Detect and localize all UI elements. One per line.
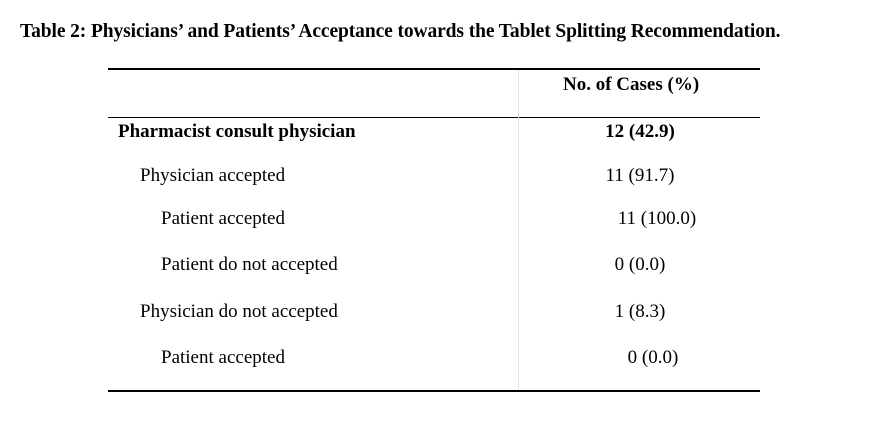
row-value-physician-accepted: 11 (91.7) [605,165,675,186]
table-top-rule [108,68,760,70]
table-caption: Table 2: Physicians’ and Patients’ Accep… [20,21,781,42]
row-value-patient-accepted-2: 0 (0.0) [627,347,679,368]
table-header-rule [108,117,760,118]
row-value-physician-not-accepted: 1 (8.3) [614,301,666,322]
column-divider [518,70,519,390]
row-value-patient-not-accepted: 0 (0.0) [614,254,666,275]
row-label-physician-not-accepted: Physician do not accepted [140,301,338,322]
row-label-patient-accepted: Patient accepted [161,208,285,229]
row-value-pharmacist-consult: 12 (42.9) [605,121,675,142]
row-value-patient-accepted: 11 (100.0) [617,208,697,229]
row-label-patient-accepted-2: Patient accepted [161,347,285,368]
table-bottom-rule [108,390,760,392]
row-label-pharmacist-consult: Pharmacist consult physician [118,121,356,142]
row-label-physician-accepted: Physician accepted [140,165,286,186]
column-header-cases: No. of Cases (%) [563,74,700,95]
row-label-patient-not-accepted: Patient do not accepted [161,254,338,275]
